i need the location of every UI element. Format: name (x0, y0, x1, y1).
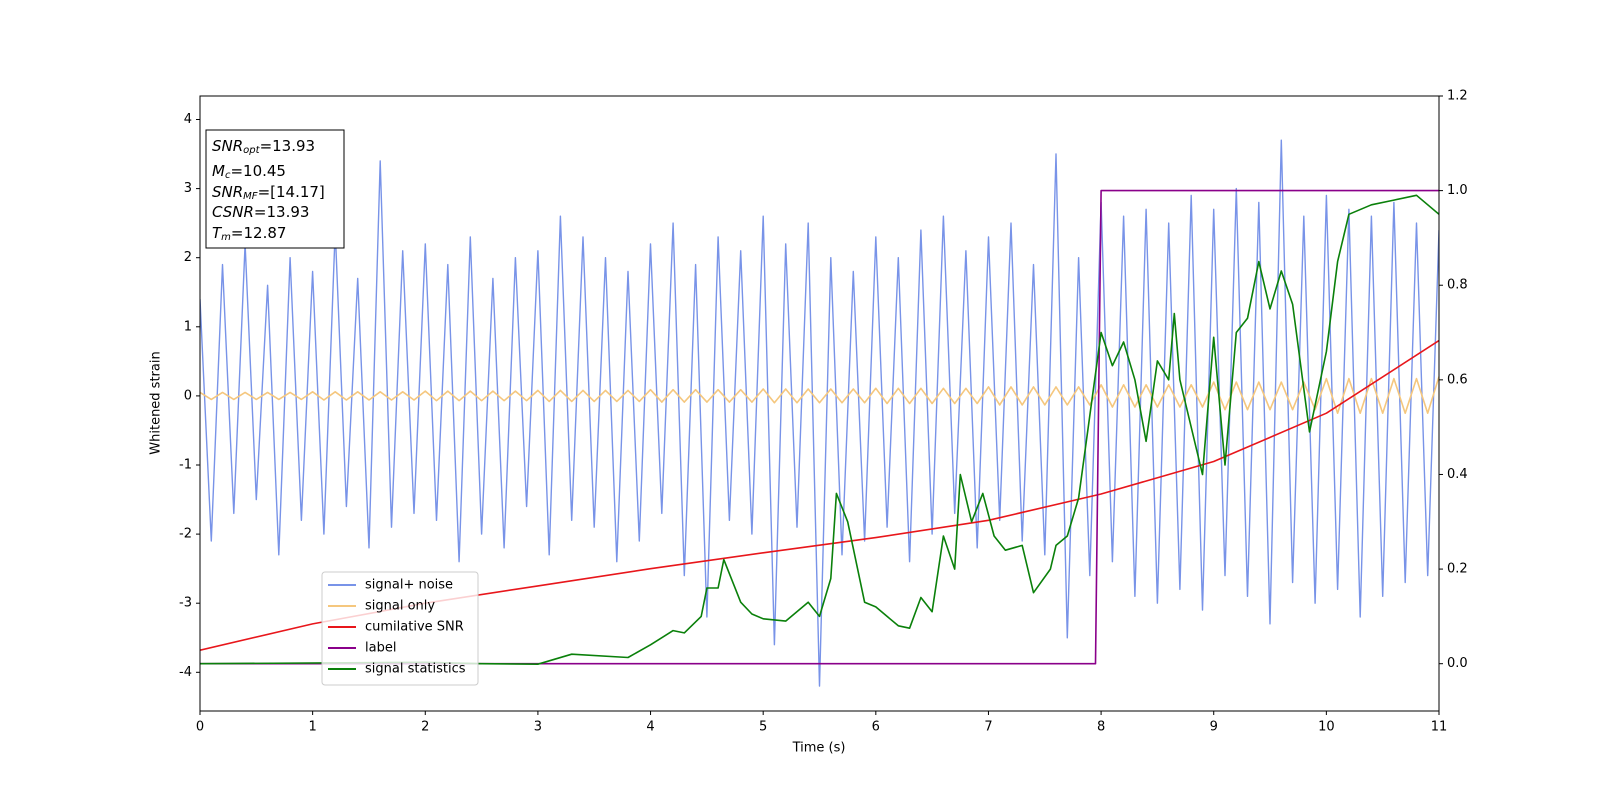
legend: signal+ noise signal only cumilative SNR la… (321, 571, 479, 686)
annotation-symbol: T (212, 224, 223, 242)
series-line (200, 376, 1439, 414)
annotation-subscript: MF (243, 191, 258, 202)
annotation-symbol: CSNR (212, 203, 254, 221)
annotation-subscript: c (225, 170, 231, 181)
y-tick-label: -4 (179, 665, 192, 680)
legend-frame (321, 571, 479, 686)
y-axis-label: Whitened strain (149, 351, 164, 454)
y2-tick-label: 0.6 (1447, 372, 1468, 387)
series-line (200, 139, 1439, 687)
x-tick-label: 0 (196, 720, 204, 735)
y2-tick-label: 0.0 (1447, 656, 1468, 671)
y2-tick-label: 1.2 (1447, 89, 1468, 104)
annotation: Mc=10.45 (212, 162, 286, 182)
legend-label: signal+ noise (365, 578, 453, 593)
x-tick-label: 11 (1431, 720, 1448, 735)
legend-label: signal only (365, 599, 435, 614)
annotation-symbol: SNR (212, 137, 243, 155)
y-tick-label: -1 (179, 458, 192, 473)
y-tick-label: 4 (184, 112, 192, 127)
annotation: Tm=12.87 (212, 224, 286, 244)
x-tick-label: 1 (308, 720, 316, 735)
annotation-subscript: m (221, 232, 231, 243)
annotation-subscript: opt (243, 145, 260, 156)
y-tick-label: -2 (179, 527, 192, 542)
y2-tick-label: 0.8 (1447, 278, 1468, 293)
x-tick-label: 9 (1210, 720, 1218, 735)
annotation-box: SNRopt=13.93Mc=10.45SNRMF=[14.17]CSNR=13… (205, 129, 345, 249)
annotation: CSNR=13.93 (212, 203, 309, 221)
annotation-symbol: M (212, 162, 225, 180)
annotation: SNRopt=13.93 (212, 137, 315, 157)
annotation-symbol: SNR (212, 183, 243, 201)
x-tick-label: 3 (534, 720, 542, 735)
x-tick-label: 5 (759, 720, 767, 735)
x-tick-label: 7 (984, 720, 992, 735)
series-line (200, 189, 1439, 665)
annotation-value: =10.45 (230, 162, 286, 180)
annotation-value: =13.93 (254, 203, 310, 221)
x-tick-label: 4 (646, 720, 654, 735)
y-tick-label: 3 (184, 181, 192, 196)
annotation-value: =[14.17] (258, 183, 325, 201)
y-tick-label: -3 (179, 596, 192, 611)
y2-tick-label: 0.2 (1447, 562, 1468, 577)
x-axis-label: Time (s) (792, 741, 846, 756)
annotation-value: =12.87 (231, 224, 287, 242)
legend-label: label (365, 641, 396, 656)
annotation: SNRMF=[14.17] (212, 183, 325, 203)
y-tick-label: 1 (184, 319, 192, 334)
x-tick-label: 6 (872, 720, 880, 735)
y-tick-label: 0 (184, 388, 192, 403)
y2-tick-label: 0.4 (1447, 467, 1468, 482)
y-tick-label: 2 (184, 250, 192, 265)
series-line (200, 194, 1439, 665)
y2-tick-label: 1.0 (1447, 183, 1468, 198)
x-tick-label: 2 (421, 720, 429, 735)
plot-frame (199, 95, 1440, 712)
legend-label: cumilative SNR (365, 620, 464, 635)
x-tick-label: 10 (1318, 720, 1335, 735)
annotation-frame (205, 129, 345, 249)
x-tick-label: 8 (1097, 720, 1105, 735)
legend-label: signal statistics (365, 662, 466, 677)
annotation-value: =13.93 (260, 137, 316, 155)
